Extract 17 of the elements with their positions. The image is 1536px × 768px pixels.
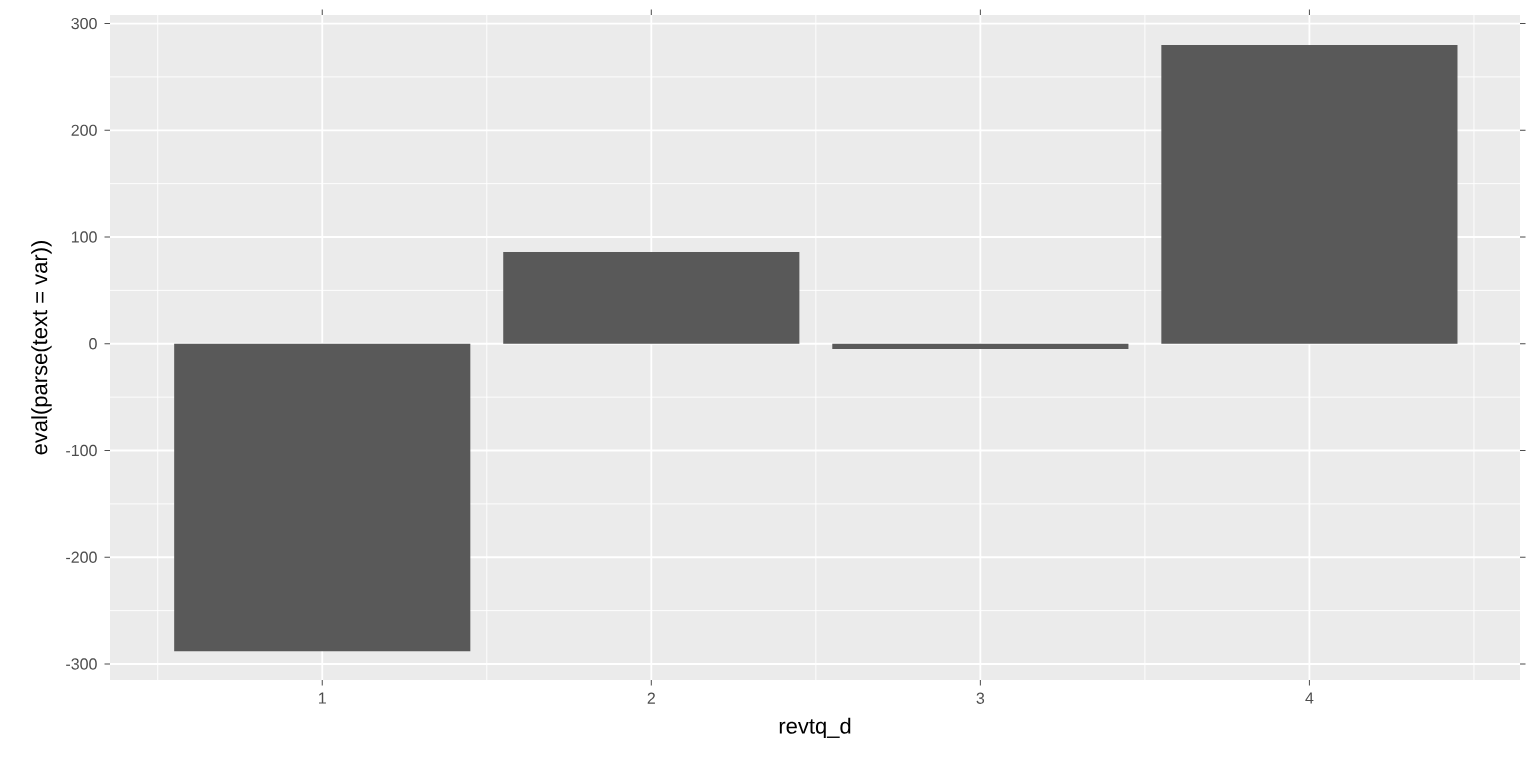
- x-axis-title: revtq_d: [779, 717, 851, 739]
- x-tick-label: 2: [647, 692, 655, 704]
- bar: [1161, 44, 1458, 344]
- x-tick-label: 4: [1305, 692, 1314, 704]
- y-tick-label: -100: [66, 444, 97, 457]
- bar: [832, 343, 1129, 350]
- y-tick-label: 200: [71, 124, 97, 136]
- y-tick-label: -200: [66, 551, 97, 563]
- x-tick-label: 1: [319, 692, 326, 704]
- x-tick-label: 3: [976, 692, 985, 704]
- y-tick-label: 100: [71, 231, 97, 243]
- y-axis-title: eval(parse(text = var)): [31, 241, 52, 455]
- y-tick-label: -300: [66, 658, 97, 670]
- y-tick-label: 300: [71, 17, 97, 30]
- y-tick-label: 0: [89, 338, 97, 350]
- bar: [503, 251, 800, 344]
- bar: [174, 343, 471, 652]
